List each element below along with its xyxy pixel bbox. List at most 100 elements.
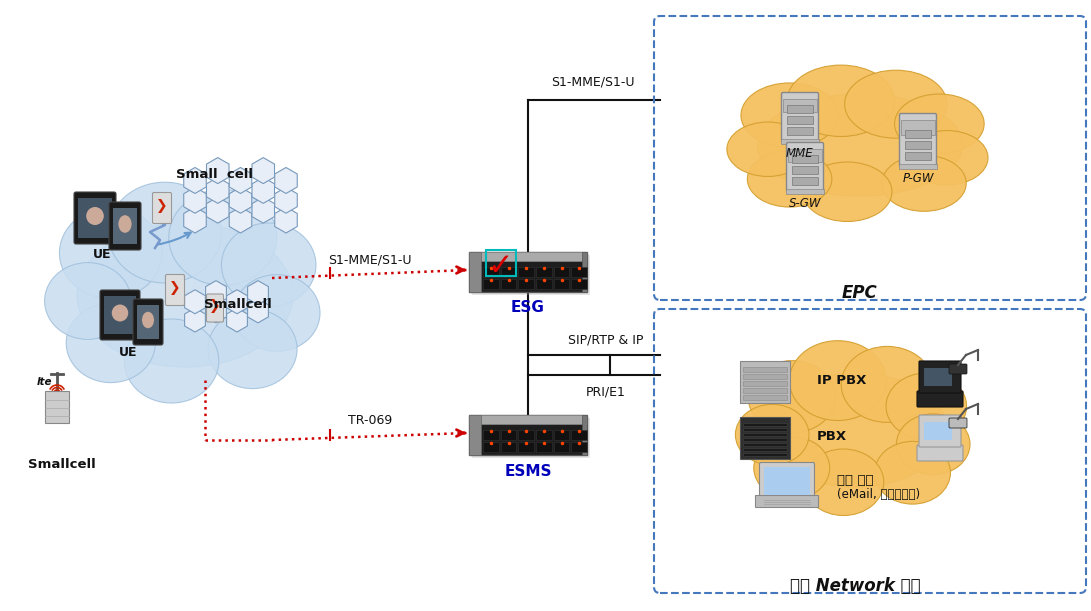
FancyBboxPatch shape — [469, 415, 587, 455]
Polygon shape — [229, 187, 252, 213]
FancyBboxPatch shape — [582, 415, 587, 455]
FancyBboxPatch shape — [536, 430, 552, 440]
FancyBboxPatch shape — [501, 279, 516, 289]
Text: P-GW: P-GW — [902, 172, 934, 185]
FancyBboxPatch shape — [206, 294, 224, 322]
Ellipse shape — [119, 215, 132, 233]
FancyBboxPatch shape — [740, 361, 790, 403]
FancyBboxPatch shape — [764, 467, 810, 495]
Ellipse shape — [844, 70, 947, 138]
FancyBboxPatch shape — [74, 192, 116, 244]
Ellipse shape — [886, 373, 967, 439]
FancyBboxPatch shape — [743, 374, 787, 379]
Ellipse shape — [124, 319, 219, 403]
Ellipse shape — [233, 274, 320, 351]
Ellipse shape — [841, 346, 933, 422]
Ellipse shape — [59, 207, 163, 299]
Polygon shape — [206, 177, 229, 203]
Polygon shape — [184, 308, 205, 332]
FancyBboxPatch shape — [483, 279, 499, 289]
FancyBboxPatch shape — [740, 417, 790, 459]
Text: ❯: ❯ — [169, 281, 181, 295]
FancyBboxPatch shape — [572, 430, 587, 440]
Text: PBX: PBX — [817, 430, 847, 442]
Ellipse shape — [221, 223, 316, 307]
Polygon shape — [229, 167, 252, 194]
Text: lte: lte — [36, 377, 51, 387]
FancyBboxPatch shape — [787, 142, 824, 191]
Polygon shape — [248, 299, 268, 323]
FancyBboxPatch shape — [743, 433, 787, 436]
FancyBboxPatch shape — [906, 130, 931, 138]
Text: S-GW: S-GW — [789, 197, 822, 210]
Polygon shape — [183, 167, 206, 194]
FancyBboxPatch shape — [918, 445, 963, 461]
Polygon shape — [275, 167, 297, 194]
Ellipse shape — [67, 304, 155, 382]
FancyBboxPatch shape — [553, 279, 570, 289]
FancyBboxPatch shape — [104, 296, 136, 334]
Ellipse shape — [45, 263, 131, 339]
Text: Small  cell: Small cell — [177, 169, 253, 181]
Text: UE: UE — [93, 249, 111, 262]
FancyBboxPatch shape — [759, 463, 815, 500]
FancyBboxPatch shape — [906, 141, 931, 149]
FancyBboxPatch shape — [153, 192, 171, 224]
FancyBboxPatch shape — [743, 428, 787, 431]
FancyBboxPatch shape — [743, 453, 787, 456]
Text: UE: UE — [119, 345, 137, 359]
FancyBboxPatch shape — [743, 438, 787, 441]
Text: TR-069: TR-069 — [348, 414, 392, 426]
FancyBboxPatch shape — [553, 442, 570, 452]
FancyBboxPatch shape — [792, 177, 818, 185]
FancyBboxPatch shape — [787, 127, 813, 135]
FancyBboxPatch shape — [783, 98, 817, 112]
FancyBboxPatch shape — [786, 189, 824, 194]
Polygon shape — [227, 290, 248, 314]
FancyBboxPatch shape — [133, 299, 163, 345]
Ellipse shape — [735, 404, 810, 465]
FancyBboxPatch shape — [899, 164, 937, 169]
FancyBboxPatch shape — [501, 267, 516, 277]
Ellipse shape — [907, 131, 988, 185]
FancyBboxPatch shape — [536, 442, 552, 452]
Ellipse shape — [111, 304, 129, 321]
FancyBboxPatch shape — [501, 430, 516, 440]
FancyBboxPatch shape — [949, 418, 967, 428]
FancyBboxPatch shape — [924, 368, 952, 386]
FancyBboxPatch shape — [901, 120, 935, 135]
Polygon shape — [183, 207, 206, 233]
FancyBboxPatch shape — [743, 367, 787, 372]
Text: PRI/E1: PRI/E1 — [586, 386, 626, 398]
FancyBboxPatch shape — [582, 252, 587, 292]
Text: ❯: ❯ — [209, 299, 220, 313]
Text: ✓: ✓ — [488, 252, 513, 280]
Polygon shape — [205, 299, 227, 323]
Ellipse shape — [757, 94, 962, 196]
Ellipse shape — [803, 449, 884, 516]
Polygon shape — [183, 187, 206, 213]
Text: ESG: ESG — [511, 301, 544, 315]
FancyBboxPatch shape — [483, 267, 499, 277]
Text: MME: MME — [787, 147, 814, 160]
FancyBboxPatch shape — [572, 279, 587, 289]
FancyBboxPatch shape — [949, 364, 967, 374]
Polygon shape — [252, 158, 275, 183]
FancyBboxPatch shape — [100, 290, 140, 340]
Text: (eMail, 문서서버등): (eMail, 문서서버등) — [837, 489, 920, 502]
FancyBboxPatch shape — [536, 279, 552, 289]
Ellipse shape — [108, 182, 221, 283]
Text: EPC: EPC — [842, 284, 878, 302]
Text: Smallcell: Smallcell — [28, 458, 96, 472]
Ellipse shape — [741, 83, 838, 147]
FancyBboxPatch shape — [906, 152, 931, 160]
FancyBboxPatch shape — [472, 255, 590, 295]
Polygon shape — [206, 158, 229, 183]
FancyBboxPatch shape — [788, 148, 822, 163]
Text: Smallcell: Smallcell — [204, 299, 272, 312]
Polygon shape — [275, 187, 297, 213]
Text: ❯: ❯ — [156, 199, 168, 213]
Ellipse shape — [142, 312, 154, 328]
Polygon shape — [275, 207, 297, 233]
FancyBboxPatch shape — [918, 391, 963, 407]
